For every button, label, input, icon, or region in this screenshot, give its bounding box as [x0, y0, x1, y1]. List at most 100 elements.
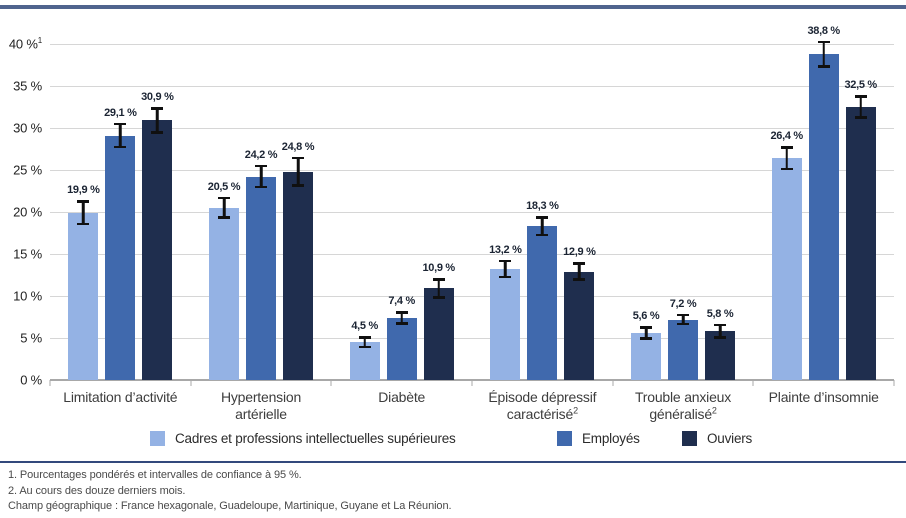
category-label: Limitation d’activité: [63, 389, 178, 405]
bar-value-label: 5,6 %: [632, 310, 660, 323]
legend-label: Employés: [582, 431, 640, 446]
error-bar: [218, 196, 230, 219]
error-bar-cap-bottom: [640, 337, 653, 340]
bar: [564, 271, 595, 380]
error-bar-cap-bottom: [677, 322, 690, 326]
bar-value-label: 12,9 %: [563, 246, 596, 259]
error-bar-cap-bottom: [151, 131, 164, 134]
bar-column: 20,5 %: [208, 44, 241, 380]
error-bar: [677, 313, 690, 326]
error-bar-stem: [578, 262, 581, 281]
error-bar: [536, 216, 549, 237]
error-bar-stem: [541, 216, 544, 237]
bar-value-label: 13,2 %: [489, 243, 522, 256]
bar: [283, 171, 313, 380]
x-tick: [190, 380, 192, 386]
bar-group: 5,6 % 7,2 % 5,8 %: [613, 44, 754, 380]
bar-column: 24,8 %: [281, 44, 315, 380]
y-tick-label: 25 %: [13, 162, 42, 178]
bar-column: 5,8 %: [705, 44, 736, 380]
x-tick: [49, 380, 51, 386]
error-bar: [817, 40, 830, 68]
error-bar-stem: [119, 122, 122, 149]
bar-value-label: 4,5 %: [351, 320, 378, 333]
category-label: Trouble anxieux généralisé2: [634, 389, 732, 422]
bar-value-label: 24,2 %: [244, 148, 278, 161]
error-bar-cap-bottom: [77, 222, 90, 226]
error-bar: [255, 164, 267, 189]
bar: [808, 54, 839, 380]
bar-column: 10,9 %: [422, 44, 455, 380]
error-bar-cap-bottom: [714, 336, 727, 339]
bar-value-label: 7,2 %: [669, 297, 697, 310]
bar-value-label: 38,8 %: [807, 24, 840, 37]
bar: [246, 176, 276, 380]
bar: [349, 342, 380, 380]
category-label: Épisode dépressif caractérisé2: [488, 389, 597, 422]
legend-swatch: [682, 431, 697, 446]
error-bar: [780, 146, 793, 170]
error-bar-cap-bottom: [817, 65, 830, 68]
bar-column: 7,2 %: [668, 44, 699, 380]
error-bar-cap-bottom: [255, 185, 267, 189]
error-bar: [151, 107, 164, 134]
error-bar-stem: [156, 107, 159, 134]
legend-item: Employés: [557, 431, 640, 446]
bar: [668, 319, 699, 380]
y-tick-label: 10 %: [13, 288, 42, 304]
legend: Cadres et professions intellectuelles su…: [0, 431, 906, 451]
bar-value-label: 24,8 %: [281, 140, 315, 153]
bar-column: 4,5 %: [349, 44, 380, 380]
x-tick: [752, 380, 754, 386]
error-bar: [499, 259, 512, 279]
top-border: [0, 5, 906, 9]
bar-group: 13,2 % 18,3 % 12,9 %: [472, 44, 613, 380]
gridline: [50, 127, 894, 129]
error-bar-stem: [822, 40, 825, 68]
x-tick: [471, 380, 473, 386]
bar-column: 26,4 %: [770, 44, 803, 380]
bar: [705, 331, 736, 380]
error-bar: [573, 262, 586, 281]
y-tick-label: 0 %: [20, 372, 42, 388]
bar: [423, 288, 454, 380]
bar: [386, 317, 417, 380]
bar-column: 12,9 %: [563, 44, 596, 380]
x-axis-labels: Limitation d’activité Hypertension artérie…: [50, 389, 894, 423]
error-bar-stem: [785, 146, 788, 170]
legend-item: Cadres et professions intellectuelles su…: [150, 431, 456, 446]
y-tick-label: 5 %: [20, 330, 42, 346]
error-bar: [432, 278, 445, 299]
category-label: Plainte d’insomnie: [768, 389, 879, 405]
error-bar-stem: [82, 200, 85, 226]
x-tick: [330, 380, 332, 386]
error-bar: [640, 326, 653, 340]
category-label: Hypertension artérielle: [220, 389, 302, 422]
bar-group: 26,4 % 38,8 % 32,5 %: [753, 25, 894, 380]
error-bar: [854, 95, 867, 119]
bar: [490, 269, 521, 380]
bar-column: 19,9 %: [67, 44, 100, 380]
error-bar: [77, 200, 90, 226]
x-tick: [893, 380, 895, 386]
bar: [68, 212, 99, 380]
bar-value-label: 26,4 %: [770, 130, 803, 143]
footnotes: 1. Pourcentages pondérés et intervalles …: [8, 468, 898, 515]
error-bar-cap-bottom: [292, 184, 304, 187]
y-tick-label: 20 %: [13, 204, 42, 220]
footnote-2: 2. Au cours des douze derniers mois.: [8, 484, 186, 497]
gridline: [50, 211, 894, 213]
error-bar: [358, 336, 371, 349]
bar-column: 30,9 %: [141, 44, 174, 380]
footnote-1: 1. Pourcentages pondérés et intervalles …: [8, 469, 302, 481]
error-bar-stem: [504, 259, 507, 279]
y-axis: 0 % 5 % 10 % 15 % 20 % 25 % 30 % 35 % 40 %1: [0, 37, 44, 388]
error-bar-stem: [718, 323, 722, 339]
y-tick-label: 30 %: [13, 120, 42, 136]
gridline: [50, 253, 894, 255]
error-bar-cap-bottom: [499, 275, 512, 279]
bar-group: 20,5 % 24,2 % 24,8 %: [191, 44, 332, 380]
error-bar-cap-bottom: [432, 296, 445, 299]
bar-value-label: 10,9 %: [422, 262, 455, 275]
